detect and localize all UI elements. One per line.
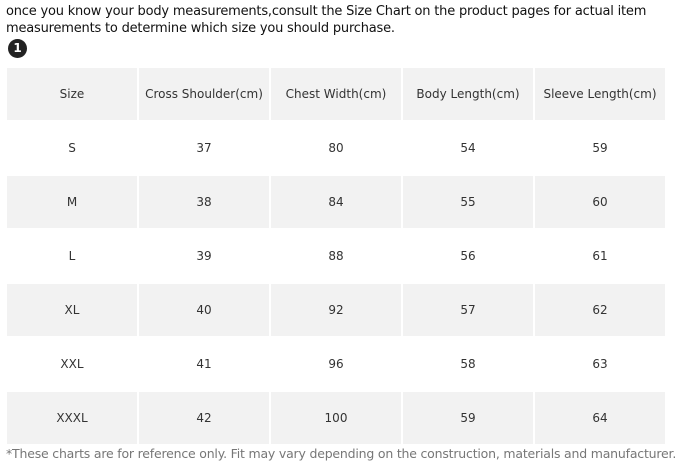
value-cell: 63 — [535, 338, 665, 390]
value-cell: 58 — [403, 338, 533, 390]
value-cell: 39 — [139, 230, 269, 282]
value-cell: 92 — [271, 284, 401, 336]
footnote: *These charts are for reference only. Fi… — [6, 446, 677, 461]
value-cell: 61 — [535, 230, 665, 282]
value-cell: 37 — [139, 122, 269, 174]
value-cell: 88 — [271, 230, 401, 282]
step-badge: 1 — [8, 39, 27, 58]
table-row: L 39 88 56 61 — [7, 230, 665, 282]
header-row: Size Cross Shoulder(cm) Chest Width(cm) Bod… — [7, 68, 665, 120]
value-cell: 96 — [271, 338, 401, 390]
size-cell: XXL — [7, 338, 137, 390]
value-cell: 57 — [403, 284, 533, 336]
value-cell: 62 — [535, 284, 665, 336]
header-cell: Chest Width(cm) — [271, 68, 401, 120]
intro-line: measurements to determine which size you… — [6, 21, 395, 36]
value-cell: 64 — [535, 392, 665, 444]
table-row: M 38 84 55 60 — [7, 176, 665, 228]
size-cell: S — [7, 122, 137, 174]
intro-line: once you know your body measurements,con… — [6, 4, 647, 19]
value-cell: 55 — [403, 176, 533, 228]
value-cell: 56 — [403, 230, 533, 282]
intro-text: once you know your body measurements,con… — [6, 3, 646, 37]
value-cell: 80 — [271, 122, 401, 174]
size-cell: XXXL — [7, 392, 137, 444]
table-row: XXL 41 96 58 63 — [7, 338, 665, 390]
value-cell: 38 — [139, 176, 269, 228]
table-row: S 37 80 54 59 — [7, 122, 665, 174]
value-cell: 84 — [271, 176, 401, 228]
value-cell: 59 — [535, 122, 665, 174]
header-cell: Sleeve Length(cm) — [535, 68, 665, 120]
value-cell: 41 — [139, 338, 269, 390]
size-cell: M — [7, 176, 137, 228]
table-body: Size Cross Shoulder(cm) Chest Width(cm) Bod… — [7, 68, 665, 444]
value-cell: 42 — [139, 392, 269, 444]
value-cell: 54 — [403, 122, 533, 174]
table-row: XL 40 92 57 62 — [7, 284, 665, 336]
value-cell: 100 — [271, 392, 401, 444]
header-cell: Cross Shoulder(cm) — [139, 68, 269, 120]
value-cell: 60 — [535, 176, 665, 228]
value-cell: 40 — [139, 284, 269, 336]
size-table: Size Cross Shoulder(cm) Chest Width(cm) Bod… — [5, 66, 667, 446]
size-cell: XL — [7, 284, 137, 336]
value-cell: 59 — [403, 392, 533, 444]
size-cell: L — [7, 230, 137, 282]
table-row: XXXL 42 100 59 64 — [7, 392, 665, 444]
header-cell: Size — [7, 68, 137, 120]
header-cell: Body Length(cm) — [403, 68, 533, 120]
